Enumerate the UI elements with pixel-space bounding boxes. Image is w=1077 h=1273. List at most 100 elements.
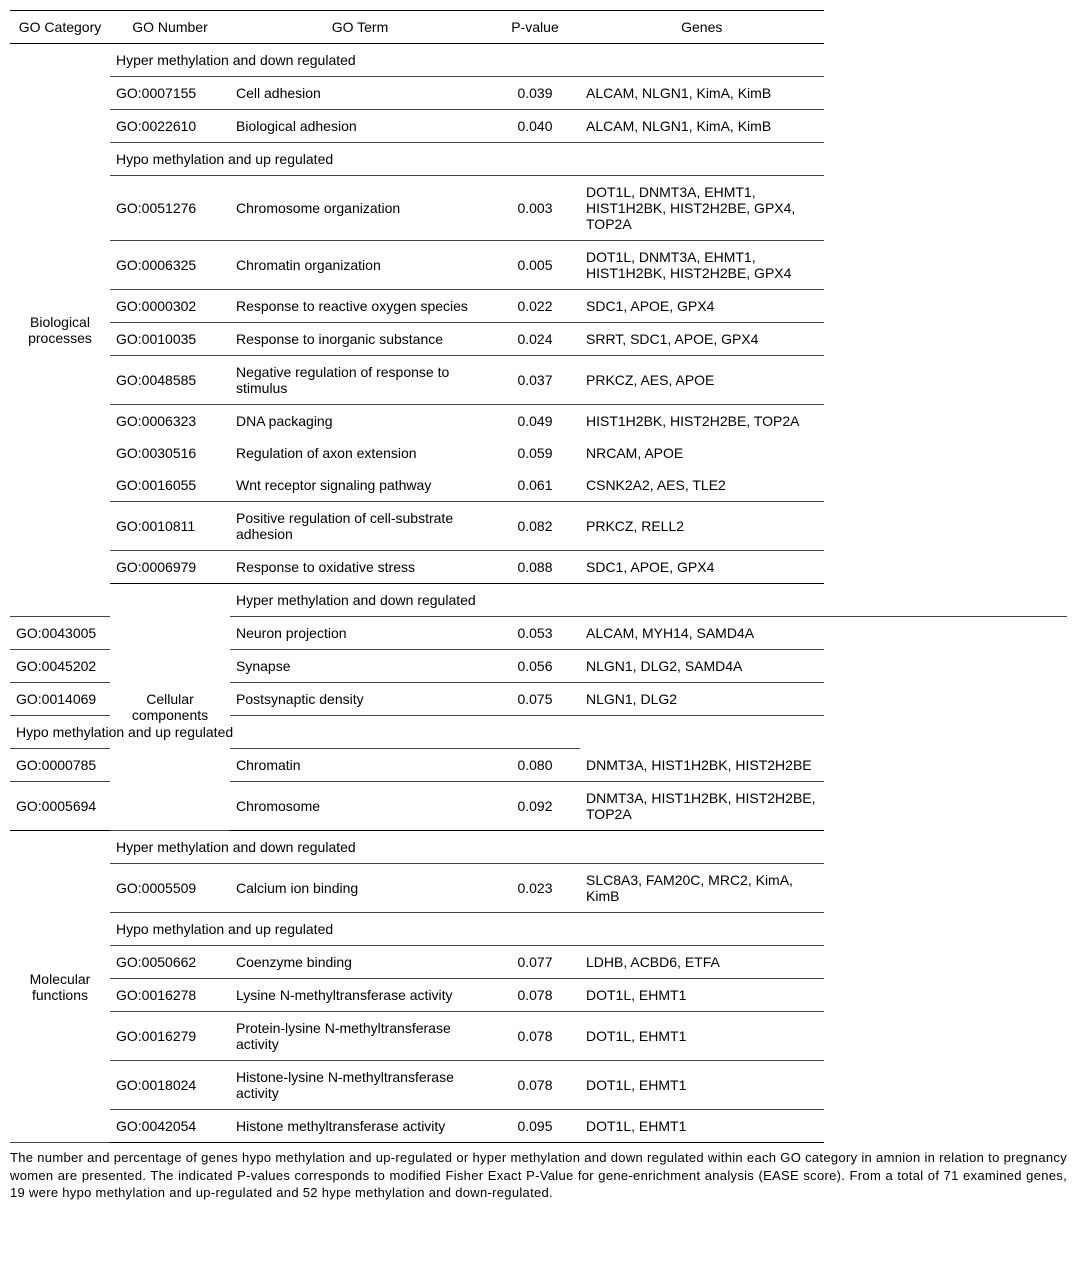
cell-p-value: 0.080 [490,749,580,782]
category-molecular: Molecular functions [10,831,110,1143]
cell-go-term: Wnt receptor signaling pathway [230,469,490,502]
cell-p-value: 0.024 [490,323,580,356]
cell-genes: PRKCZ, RELL2 [580,502,824,551]
cell-go-number: GO:0010035 [110,323,230,356]
cell-p-value: 0.077 [490,946,580,979]
cell-go-term: Postsynaptic density [230,683,490,716]
cell-go-term: Negative regulation of response to stimu… [230,356,490,405]
table-row: Biological processes Hyper methylation a… [10,44,1067,77]
cell-p-value: 0.053 [490,617,580,650]
cell-genes: DNMT3A, HIST1H2BK, HIST2H2BE, TOP2A [580,782,824,831]
category-biological: Biological processes [10,44,110,617]
table-row: GO:0016055 Wnt receptor signaling pathwa… [10,469,1067,502]
cell-go-term: Response to inorganic substance [230,323,490,356]
subheader-hyper: Hyper methylation and down regulated [230,584,1067,617]
cell-go-number: GO:0000785 [10,749,110,782]
subheader-hypo: Hypo methylation and up regulated [10,716,580,749]
cell-genes: CSNK2A2, AES, TLE2 [580,469,824,502]
cell-go-number: GO:0016055 [110,469,230,502]
table-row: GO:0018024 Histone-lysine N-methyltransf… [10,1061,1067,1110]
cell-genes: SLC8A3, FAM20C, MRC2, KimA, KimB [580,864,824,913]
subheader-hyper: Hyper methylation and down regulated [110,831,824,864]
cell-go-term: Regulation of axon extension [230,437,490,469]
col-p-value: P-value [490,11,580,44]
cell-go-term: Histone methyltransferase activity [230,1110,490,1143]
cell-genes: ALCAM, NLGN1, KimA, KimB [580,110,824,143]
table-row: GO:0000302 Response to reactive oxygen s… [10,290,1067,323]
cell-genes: DOT1L, DNMT3A, EHMT1, HIST1H2BK, HIST2H2… [580,176,824,241]
cell-go-number: GO:0050662 [110,946,230,979]
cell-go-number: GO:0006979 [110,551,230,584]
cell-p-value: 0.059 [490,437,580,469]
cell-go-term: Positive regulation of cell-substrate ad… [230,502,490,551]
table-row: GO:0006325 Chromatin organization 0.005 … [10,241,1067,290]
cell-go-number: GO:0006325 [110,241,230,290]
cell-p-value: 0.056 [490,650,580,683]
cell-go-number: GO:0051276 [110,176,230,241]
table-row: GO:0016279 Protein-lysine N-methyltransf… [10,1012,1067,1061]
cell-genes: LDHB, ACBD6, ETFA [580,946,824,979]
cell-p-value: 0.095 [490,1110,580,1143]
cell-p-value: 0.061 [490,469,580,502]
table-row: GO:0048585 Negative regulation of respon… [10,356,1067,405]
cell-go-term: Protein-lysine N-methyltransferase activ… [230,1012,490,1061]
cell-go-term: Chromosome [230,782,490,831]
cell-go-term: Neuron projection [230,617,490,650]
cell-go-term: Response to reactive oxygen species [230,290,490,323]
cell-p-value: 0.005 [490,241,580,290]
cell-go-number: GO:0030516 [110,437,230,469]
cell-go-number: GO:0006323 [110,405,230,438]
cell-p-value: 0.075 [490,683,580,716]
cell-p-value: 0.023 [490,864,580,913]
cell-go-term: Biological adhesion [230,110,490,143]
cell-genes: DOT1L, EHMT1 [580,979,824,1012]
cell-go-number: GO:0018024 [110,1061,230,1110]
table-row: GO:0050662 Coenzyme binding 0.077 LDHB, … [10,946,1067,979]
cell-genes: NLGN1, DLG2 [580,683,824,716]
cell-p-value: 0.049 [490,405,580,438]
cell-genes: HIST1H2BK, HIST2H2BE, TOP2A [580,405,824,438]
cell-genes: DOT1L, EHMT1 [580,1061,824,1110]
cell-p-value: 0.037 [490,356,580,405]
table-row: Molecular functions Hyper methylation an… [10,831,1067,864]
cell-go-term: Lysine N-methyltransferase activity [230,979,490,1012]
cell-p-value: 0.022 [490,290,580,323]
table-row: GO:0006979 Response to oxidative stress … [10,551,1067,584]
cell-p-value: 0.078 [490,979,580,1012]
cell-go-number: GO:0014069 [10,683,110,716]
table-row: Cellular components Hyper methylation an… [10,584,1067,617]
table-row: GO:0010035 Response to inorganic substan… [10,323,1067,356]
cell-genes: DOT1L, EHMT1 [580,1012,824,1061]
cell-genes: SDC1, APOE, GPX4 [580,551,824,584]
cell-genes: ALCAM, NLGN1, KimA, KimB [580,77,824,110]
cell-genes: SDC1, APOE, GPX4 [580,290,824,323]
cell-go-term: DNA packaging [230,405,490,438]
cell-genes: PRKCZ, AES, APOE [580,356,824,405]
cell-go-number: GO:0005694 [10,782,110,831]
table-row: GO:0016278 Lysine N-methyltransferase ac… [10,979,1067,1012]
cell-go-term: Histone-lysine N-methyltransferase activ… [230,1061,490,1110]
col-go-category: GO Category [10,11,110,44]
cell-p-value: 0.078 [490,1061,580,1110]
cell-p-value: 0.088 [490,551,580,584]
go-table: GO Category GO Number GO Term P-value Ge… [10,10,1067,1143]
col-go-number: GO Number [110,11,230,44]
subheader-hyper: Hyper methylation and down regulated [110,44,824,77]
cell-p-value: 0.082 [490,502,580,551]
cell-go-number: GO:0045202 [10,650,110,683]
cell-p-value: 0.040 [490,110,580,143]
cell-go-number: GO:0005509 [110,864,230,913]
cell-go-term: Cell adhesion [230,77,490,110]
cell-genes: DOT1L, EHMT1 [580,1110,824,1143]
subheader-hypo: Hypo methylation and up regulated [110,143,824,176]
cell-go-term: Calcium ion binding [230,864,490,913]
cell-go-term: Chromatin [230,749,490,782]
table-row: GO:0005509 Calcium ion binding 0.023 SLC… [10,864,1067,913]
cell-go-number: GO:0010811 [110,502,230,551]
cell-genes: DNMT3A, HIST1H2BK, HIST2H2BE [580,749,824,782]
cell-go-term: Chromatin organization [230,241,490,290]
table-row: GO:0030516 Regulation of axon extension … [10,437,1067,469]
cell-go-number: GO:0022610 [110,110,230,143]
cell-p-value: 0.003 [490,176,580,241]
table-row: GO:0006323 DNA packaging 0.049 HIST1H2BK… [10,405,1067,438]
